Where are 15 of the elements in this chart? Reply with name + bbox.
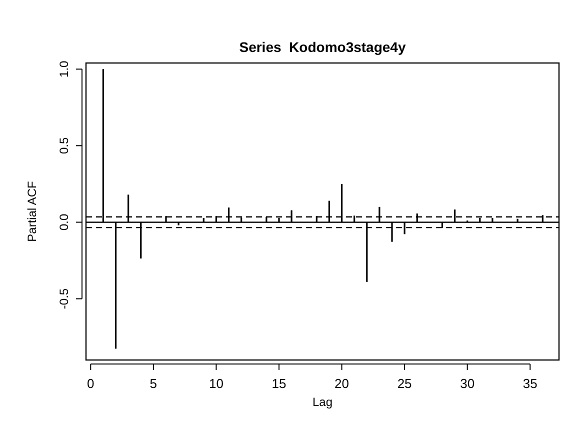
x-tick-label: 20 [334, 376, 350, 391]
x-tick-label: 15 [272, 376, 286, 391]
x-tick-label: 0 [87, 376, 94, 391]
x-tick-label: 35 [522, 376, 538, 391]
x-tick-label: 5 [150, 376, 158, 391]
x-axis-title: Lag [312, 395, 333, 409]
y-axis-title: Partial ACF [25, 181, 39, 242]
x-tick-label: 10 [208, 376, 224, 391]
chart-title: Series Kodomo3stage4y [239, 39, 406, 55]
x-tick-label: 25 [397, 376, 412, 391]
y-tick-label: -0.5 [57, 288, 71, 310]
y-tick-label: 0.5 [57, 137, 71, 154]
y-tick-label: 0.0 [57, 214, 71, 231]
y-tick-label: 1.0 [57, 60, 71, 78]
x-tick-label: 30 [460, 376, 475, 391]
